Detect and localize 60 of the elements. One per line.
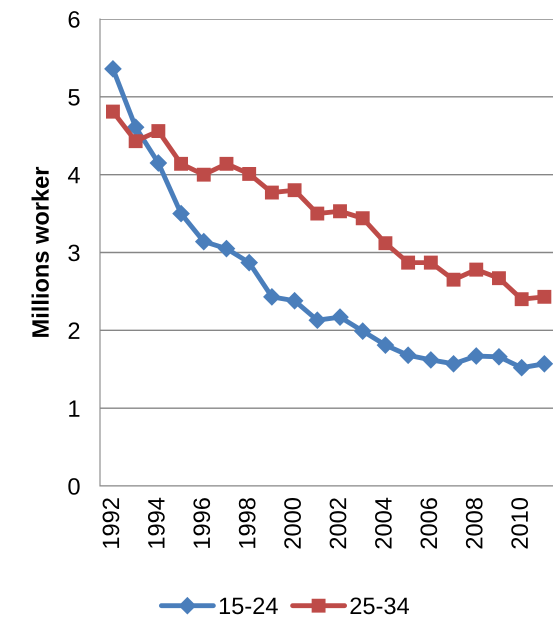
legend-label: 15-24: [220, 597, 278, 614]
point: [263, 288, 280, 306]
point: [444, 355, 462, 372]
point: [196, 168, 211, 182]
point: [514, 292, 529, 306]
point: [264, 186, 279, 200]
point: [240, 254, 258, 272]
x-tick-label: 2008: [466, 498, 483, 548]
y-tick-label: 2: [68, 322, 80, 339]
point: [127, 118, 144, 136]
y-tick-label: 5: [68, 89, 80, 106]
point: [310, 206, 324, 221]
y-axis-title: Millions worker: [32, 166, 49, 337]
y-tick-label: 4: [68, 166, 80, 184]
point: [174, 156, 188, 171]
point: [424, 256, 438, 270]
legend-label: 25-34: [350, 597, 409, 614]
point: [469, 262, 484, 277]
point: [536, 355, 553, 372]
point: [106, 104, 120, 119]
point: [400, 346, 417, 364]
x-tick-label: 2002: [330, 498, 346, 548]
point: [354, 322, 372, 340]
x-tick-label: 1996: [193, 498, 210, 548]
point: [513, 359, 530, 376]
point: [128, 134, 143, 148]
point: [218, 240, 236, 258]
y-tick-label: 1: [69, 400, 80, 417]
point: [308, 312, 326, 329]
point: [151, 124, 166, 138]
point: [220, 156, 234, 171]
point: [242, 166, 256, 181]
point: [490, 348, 508, 366]
point: [288, 183, 302, 198]
x-tick-label: 1992: [102, 498, 120, 548]
x-tick-label: 1994: [148, 498, 165, 548]
point: [172, 205, 190, 222]
y-tick-label: 0: [68, 478, 80, 495]
x-tick-label: 2000: [284, 498, 301, 548]
point: [492, 271, 506, 286]
point: [376, 336, 394, 354]
point: [422, 351, 440, 368]
point: [401, 256, 416, 270]
point: [378, 236, 392, 250]
y-tick-label: 6: [68, 11, 80, 28]
x-tick-label: 2010: [511, 498, 528, 548]
point: [333, 204, 347, 218]
point: [446, 272, 460, 287]
point: [104, 60, 122, 78]
x-tick-label: 2004: [375, 498, 392, 548]
point: [356, 211, 370, 226]
point: [150, 154, 167, 172]
y-tick-label: 3: [68, 244, 80, 262]
point: [331, 308, 349, 326]
x-tick-label: 2006: [420, 498, 438, 548]
point: [286, 292, 304, 310]
point: [195, 233, 212, 250]
point: [537, 290, 552, 304]
x-tick-label: 1998: [238, 498, 256, 548]
point: [468, 347, 485, 365]
